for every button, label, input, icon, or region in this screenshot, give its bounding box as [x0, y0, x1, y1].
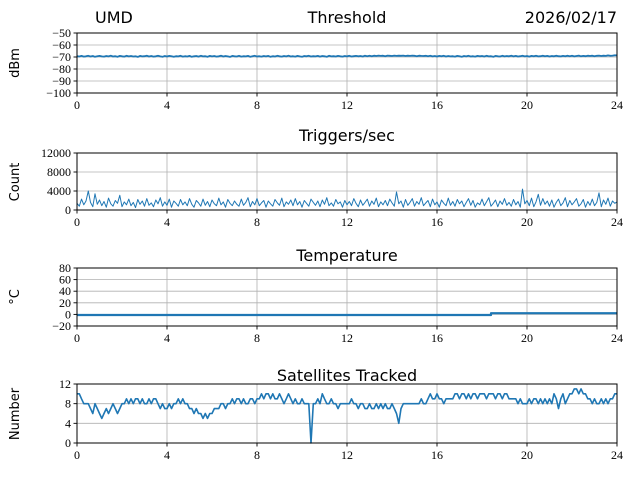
y-tick-label: −50 — [52, 26, 71, 40]
station-left-title: UMD — [95, 8, 133, 27]
x-tick-label: 8 — [254, 331, 260, 345]
data-series-threshold_dbm — [76, 54, 618, 58]
x-tick-label: 20 — [521, 331, 533, 345]
y-tick-label: 60 — [59, 273, 71, 287]
threshold-plot: 0 4 8 12 16 20 24 −100−90−80−70−60−50 — [46, 26, 623, 112]
satellites-plot: 0 4 8 12 16 20 24 0 4 8 12 — [59, 377, 623, 462]
y-tick-label: 40 — [59, 284, 71, 298]
y-tick-label: 0 — [65, 436, 71, 450]
data-series-temperature_c — [77, 312, 617, 317]
y-axis-label-celsius: °C — [8, 289, 23, 305]
x-tick-label: 4 — [164, 98, 170, 112]
x-tick-label: 20 — [521, 98, 533, 112]
y-tick-label: 0 — [65, 307, 71, 321]
date-right-title: 2026/02/17 — [524, 8, 617, 27]
triggers-chart-title: Triggers/sec — [299, 126, 395, 145]
y-tick-label: 12000 — [41, 146, 71, 160]
y-axis-label-dbm: dBm — [8, 48, 23, 78]
x-tick-label: 16 — [431, 448, 443, 462]
y-axis-label-number: Number — [8, 387, 23, 441]
x-tick-label: 16 — [431, 215, 443, 229]
x-tick-label: 8 — [254, 215, 260, 229]
y-tick-label: −20 — [52, 319, 71, 333]
x-tick-label: 12 — [341, 215, 353, 229]
data-series-satellites_tracked — [77, 388, 617, 444]
x-tick-label: 8 — [254, 98, 260, 112]
y-tick-label: −70 — [52, 50, 71, 64]
triggers-plot: 0 4 8 12 16 20 24 0 4000 8000 12000 — [41, 146, 623, 229]
panel-threshold: 0 4 8 12 16 20 24 −100 −90 −80 −70 −60 −50 UMD Thres… — [0, 0, 640, 120]
x-tick-label: 0 — [74, 331, 80, 345]
x-tick-label: 16 — [431, 98, 443, 112]
x-tick-label: 4 — [164, 331, 170, 345]
y-tick-label: 12 — [59, 377, 71, 391]
panel-triggers: 0 4 8 12 16 20 24 0 4000 8000 12000 Triggers/sec C… — [0, 120, 640, 240]
x-tick-label: 8 — [254, 448, 260, 462]
threshold-chart-title: Threshold — [307, 8, 387, 27]
x-tick-label: 0 — [74, 215, 80, 229]
y-tick-label: −60 — [52, 38, 71, 52]
satellites-chart-title: Satellites Tracked — [276, 366, 418, 385]
panel-satellites: 0 4 8 12 16 20 24 0 4 8 12 Satellites Tracked Numb… — [0, 360, 640, 480]
x-tick-label: 0 — [74, 448, 80, 462]
y-tick-label: 4 — [65, 416, 71, 430]
x-tick-label: 4 — [164, 215, 170, 229]
y-tick-label: −80 — [52, 62, 71, 76]
x-tick-label: 24 — [611, 331, 623, 345]
x-tick-label: 24 — [611, 215, 623, 229]
x-tick-label: 16 — [431, 331, 443, 345]
panel-temperature: 0 4 8 12 16 20 24 −20 0 20 40 60 80 Temperature °C — [0, 240, 640, 360]
y-axis-label-count: Count — [8, 162, 23, 202]
x-tick-label: 0 — [74, 98, 80, 112]
x-tick-label: 24 — [611, 98, 623, 112]
temperature-chart-title: Temperature — [296, 246, 398, 265]
x-tick-label: 20 — [521, 215, 533, 229]
y-tick-label: 8000 — [47, 165, 71, 179]
y-tick-label: 20 — [59, 296, 71, 310]
x-tick-label: 20 — [521, 448, 533, 462]
data-series-triggers_per_sec — [76, 188, 618, 209]
y-tick-label: 8 — [65, 397, 71, 411]
y-tick-label: −100 — [46, 86, 71, 100]
x-tick-label: 4 — [164, 448, 170, 462]
y-tick-label: −90 — [52, 74, 71, 88]
x-tick-label: 24 — [611, 448, 623, 462]
y-tick-label: 80 — [59, 261, 71, 275]
x-tick-label: 12 — [341, 331, 353, 345]
x-tick-label: 12 — [341, 448, 353, 462]
y-tick-label: 4000 — [47, 184, 71, 198]
y-tick-label: 0 — [65, 203, 71, 217]
x-tick-label: 12 — [341, 98, 353, 112]
